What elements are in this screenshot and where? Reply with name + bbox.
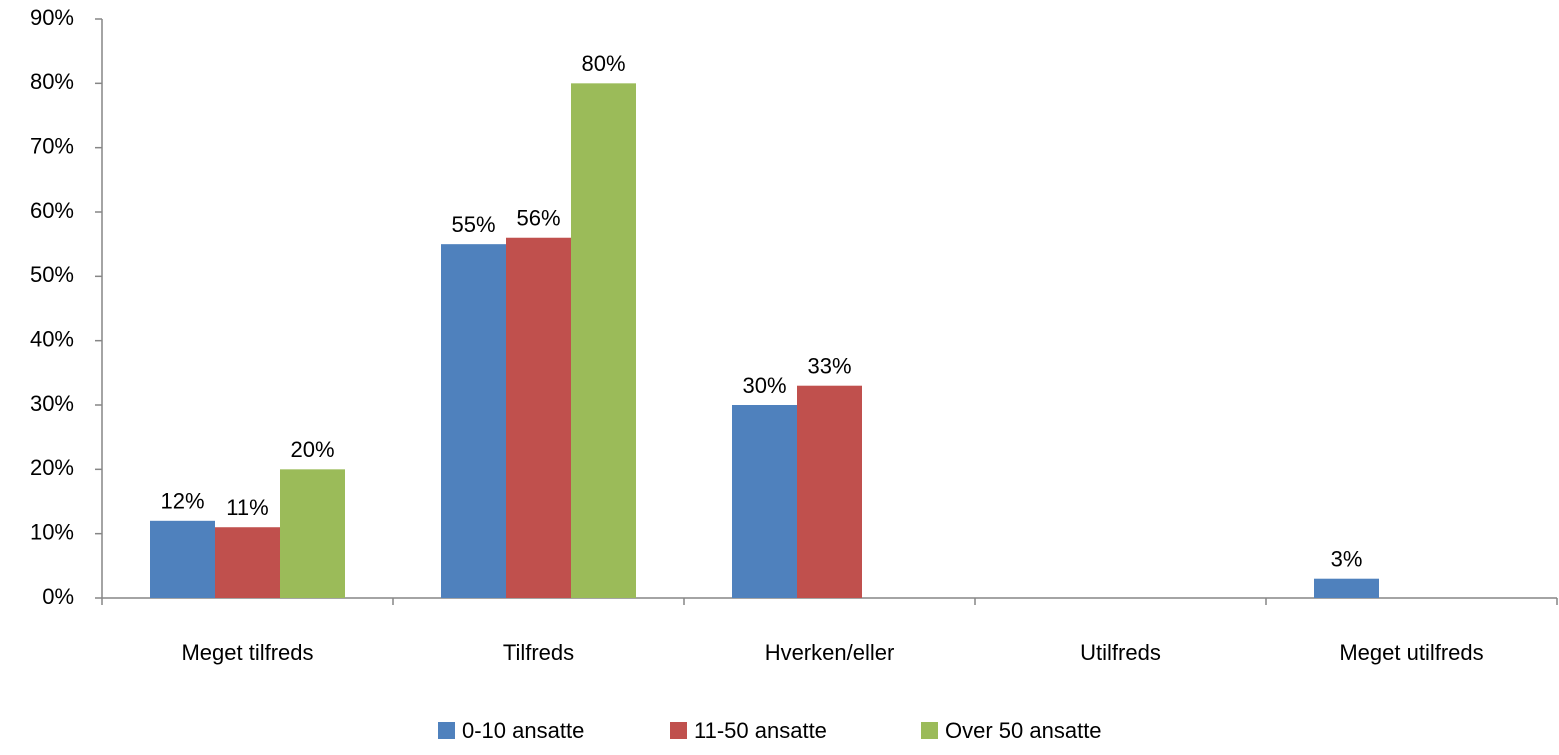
y-tick-label: 10% [30,519,74,544]
bar [732,405,797,598]
x-tick-label: Meget tilfreds [181,640,313,665]
y-tick-label: 60% [30,198,74,223]
data-label: 3% [1331,547,1363,572]
bars [150,83,1379,599]
y-tick-label: 40% [30,326,74,351]
bar [150,520,215,598]
legend-label: 11-50 ansatte [694,718,827,743]
bar [215,527,280,598]
legend-label: 0-10 ansatte [462,718,584,743]
legend-label: Over 50 ansatte [945,718,1102,743]
y-tick-label: 30% [30,391,74,416]
legend-swatch [438,722,455,739]
bar [441,244,506,598]
x-tick-label: Utilfreds [1080,640,1161,665]
legend: 0-10 ansatte 11-50 ansatte Over 50 ansatte [438,718,1102,743]
data-label: 20% [290,437,334,462]
data-label: 30% [742,373,786,398]
data-label: 11% [226,495,268,520]
data-label: 56% [516,206,560,231]
bar [506,237,571,598]
data-labels: 12% 55% 30% 3% 11% 56% 33% 20% 80% [160,51,1362,571]
bar [1314,578,1379,598]
data-label: 33% [807,354,851,379]
y-tick-label: 0% [42,584,74,609]
y-tick-label: 80% [30,69,74,94]
bar [797,385,862,598]
x-tick-label: Hverken/eller [765,640,895,665]
legend-swatch [921,722,938,739]
x-tick-label: Tilfreds [503,640,574,665]
bar [280,469,345,598]
y-tick-label: 90% [30,5,74,30]
legend-swatch [670,722,687,739]
data-label: 55% [451,212,495,237]
x-tick-label: Meget utilfreds [1339,640,1483,665]
axes: 0% 10% 20% 30% 40% 50% 60% 70% 80% 90% Meget tilfr… [30,5,1558,665]
y-tick-label: 50% [30,262,74,287]
bar [571,83,636,599]
data-label: 80% [581,51,625,76]
y-tick-label: 70% [30,133,74,158]
data-label: 12% [160,489,204,514]
y-tick-label: 20% [30,455,74,480]
